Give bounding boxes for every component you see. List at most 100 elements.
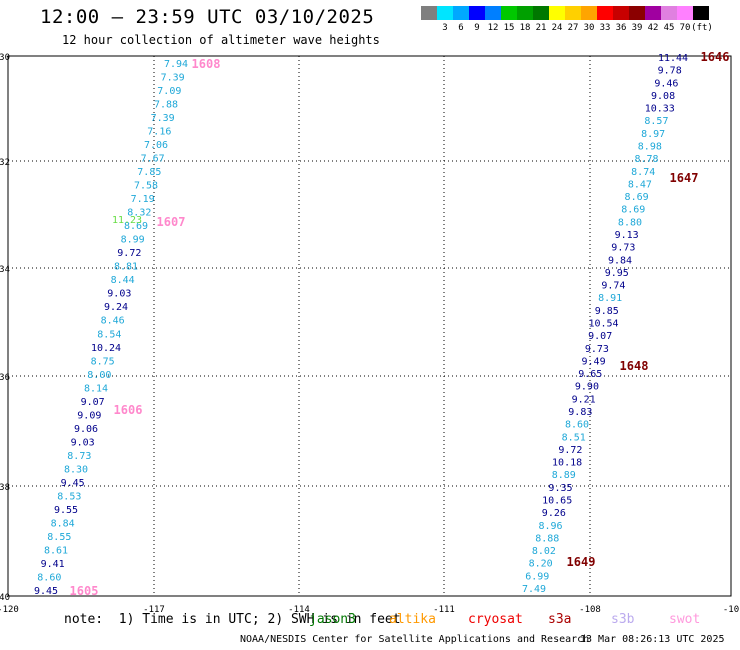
wave-height-label: 10.24: [91, 343, 121, 354]
chart-subtitle: 12 hour collection of altimeter wave hei…: [62, 33, 380, 47]
wave-height-label: 8.44: [111, 275, 135, 286]
colorbar-label: 3: [442, 23, 448, 33]
wave-height-label: 8.60: [37, 572, 61, 583]
wave-height-label: 8.74: [631, 167, 655, 178]
orbit-number-label: 1649: [567, 555, 596, 569]
colorbar-label: 45: [663, 23, 675, 33]
colorbar-swatch: [421, 6, 437, 20]
colorbar-label: 12: [487, 23, 499, 33]
colorbar-swatch: [597, 6, 613, 20]
wave-height-label: 8.30: [64, 464, 88, 475]
credit-text: NOAA/NESDIS Center for Satellite Applica…: [240, 634, 590, 645]
colorbar-label: 36: [615, 23, 627, 33]
overlap-wave-height-label: 11.23: [112, 215, 142, 226]
wave-height-label: 7.06: [144, 140, 168, 151]
wave-height-label: 9.26: [542, 508, 566, 519]
wave-height-label: 8.98: [638, 142, 662, 153]
wave-height-label: 8.53: [57, 491, 81, 502]
wave-height-label: 8.60: [565, 420, 589, 431]
wave-height-label: 9.03: [107, 289, 131, 300]
wave-height-label: 11.44: [658, 53, 688, 64]
mission-legend-s3b: s3b: [611, 612, 635, 627]
wave-height-label: 9.72: [558, 445, 582, 456]
wave-height-label: 9.74: [601, 281, 625, 292]
mission-legend-jason3: jason3: [309, 612, 356, 627]
colorbar-label: 70: [679, 23, 691, 33]
wave-height-label: 6.99: [525, 571, 549, 582]
colorbar-swatch: [517, 6, 533, 20]
x-tick-label: -114: [288, 605, 310, 615]
wave-height-label: 9.73: [585, 344, 609, 355]
wave-height-label: 9.45: [61, 478, 85, 489]
left-pass-track: 7.94 7.39 7.09 7.88 7.39 7.16 7.06 7.67 7.85 7.58…: [34, 57, 221, 598]
wave-height-label: 9.24: [104, 302, 128, 313]
colorbar-label: 39: [631, 23, 643, 33]
wave-height-label: 8.55: [47, 532, 71, 543]
wave-height-label: 7.88: [154, 100, 178, 111]
wave-height-label: 8.69: [124, 221, 148, 232]
wave-height-label: 9.55: [54, 505, 78, 516]
colorbar-label: 24: [551, 23, 563, 33]
wave-height-label: 8.80: [618, 217, 642, 228]
colorbar-swatch: [613, 6, 629, 20]
orbit-number-label: 1647: [670, 171, 699, 185]
wave-height-label: 9.78: [658, 66, 682, 77]
colorbar-label: 6: [458, 23, 464, 33]
colorbar-swatch: [629, 6, 645, 20]
wave-height-label: 10.65: [542, 496, 572, 507]
colorbar-swatch: [581, 6, 597, 20]
colorbar-swatch: [533, 6, 549, 20]
colorbar-label: 30: [583, 23, 595, 33]
wave-height-label: 9.95: [605, 268, 629, 279]
mission-legend-cryosat: cryosat: [468, 612, 523, 627]
colorbar-swatch: [565, 6, 581, 20]
wave-height-label: 8.75: [91, 356, 115, 367]
colorbar-label: 18: [519, 23, 531, 33]
wave-height-label: 9.49: [582, 356, 606, 367]
map-axes: -120 -117 -114 -111 -108 -10 -30 -32 -34 -36 -38 -4…: [0, 53, 739, 615]
wave-height-label: 8.69: [621, 205, 645, 216]
orbit-number-label: 1605: [70, 584, 99, 598]
colorbar-label: 9: [474, 23, 480, 33]
colorbar-swatch: [437, 6, 453, 20]
wave-height-label: 8.57: [644, 116, 668, 127]
wave-height-label: 9.84: [608, 255, 632, 266]
wave-height-label: 7.09: [157, 86, 181, 97]
y-tick-label: -36: [0, 373, 10, 383]
wave-height-label: 8.81: [114, 262, 138, 273]
x-tick-label: -10: [723, 605, 739, 615]
wave-height-label: 9.85: [595, 306, 619, 317]
map-frame: [7, 55, 732, 597]
wave-height-label: 8.84: [51, 518, 75, 529]
wave-height-label: 8.96: [539, 521, 563, 532]
wave-height-label: 8.73: [67, 451, 91, 462]
y-tick-label: -34: [0, 265, 10, 275]
wave-height-label: 7.67: [141, 154, 165, 165]
wave-height-label: 8.32: [127, 208, 151, 219]
colorbar-swatch: [469, 6, 485, 20]
wave-height-label: 8.51: [562, 432, 586, 443]
wave-height-label: 9.73: [611, 243, 635, 254]
colorbar-label: 15: [503, 23, 515, 33]
wave-height-label: 8.89: [552, 470, 576, 481]
wave-height-label: 8.78: [634, 154, 658, 165]
x-tick-label: -108: [579, 605, 601, 615]
y-tick-label: -40: [0, 593, 10, 603]
colorbar-swatch: [693, 6, 709, 20]
colorbar-swatch: [661, 6, 677, 20]
x-tick-label: -111: [433, 605, 455, 615]
wave-height-label: 9.65: [578, 369, 602, 380]
colorbar-swatch: [485, 6, 501, 20]
wave-height-label: 10.18: [552, 458, 582, 469]
wave-height-label: 9.07: [81, 397, 105, 408]
wave-height-label: 9.45: [34, 586, 58, 597]
wave-height-label: 8.14: [84, 383, 108, 394]
wave-height-label: 8.54: [97, 329, 121, 340]
wave-height-label: 7.49: [522, 584, 546, 595]
wave-height-label: 9.08: [651, 91, 675, 102]
wave-height-label: 8.97: [641, 129, 665, 140]
mission-legend-swot: swot: [669, 612, 701, 627]
orbit-number-label: 1606: [114, 403, 143, 417]
colorbar-label: 33: [599, 23, 611, 33]
x-tick-label: -117: [143, 605, 165, 615]
